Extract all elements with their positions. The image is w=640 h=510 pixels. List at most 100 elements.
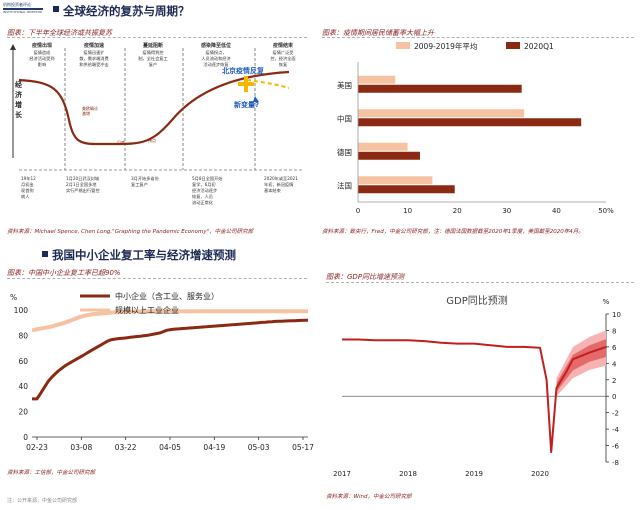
panel3-subtitle: 图表：中国中小企业复工率已超90%: [7, 269, 121, 277]
bar: [358, 142, 408, 151]
category-label: 中国: [337, 113, 352, 123]
y-tick-label: 6: [612, 344, 617, 352]
section-marker: [42, 251, 48, 257]
y-tick-label: 0: [612, 393, 616, 401]
stage-1: 疫情出现 疫情造成 经济活动受到 影响: [19, 43, 65, 68]
stage-desc: 疫情造成 经济活动受到 影响: [29, 50, 55, 67]
legend-label: 2020Q1: [524, 42, 554, 51]
y-tick-label: 20: [18, 408, 28, 417]
x-tick-label: 04-05: [159, 443, 181, 452]
stage-5: 疫情结束 疫情广泛受 控，经济全面 恢复: [257, 43, 309, 68]
bar: [358, 118, 582, 127]
logo-bar: [3, 8, 43, 10]
panel3-source: 资料来源：工信部，中金公司研究部: [7, 470, 96, 476]
y-tick-label: 0: [23, 433, 28, 442]
bar: [358, 185, 455, 194]
stage-3: 蔓延阻断 疫情得到控 制，全社会复工 复产: [127, 43, 179, 68]
stage-desc: 疫情广泛受 控，经济全面 恢复: [270, 50, 296, 67]
annot-beijing: 北京疫情反复: [222, 67, 264, 75]
event-3: 3月开始多省份 复工复产: [131, 176, 159, 187]
x-tick-label: 20: [453, 207, 462, 215]
footer: 注：公开来源，中金公司研究部: [7, 498, 78, 504]
forecast-band-inner: [556, 339, 606, 392]
legend-label: 规模以上工业企业: [115, 305, 179, 315]
x-tick-label: 05-17: [292, 443, 314, 452]
legend-swatch: [396, 42, 410, 49]
x-tick-label: 03-22: [115, 443, 137, 452]
x-tick-label: 30: [502, 207, 511, 215]
annot-surge: 美欧确诊 激增: [82, 106, 98, 116]
annot-new-variable: 新变量?: [234, 101, 260, 109]
x-tick-label: 2017: [333, 470, 351, 478]
cross-icon: [238, 76, 254, 92]
x-tick-label: 0: [356, 207, 360, 215]
event-5: 2020年或至2021 年初，新冠疫情 基本结束: [264, 176, 298, 193]
y-tick-label: -4: [612, 426, 620, 434]
divider: [322, 37, 634, 38]
series-line: [31, 309, 308, 333]
category-label: 法国: [337, 180, 352, 190]
y-unit-label: %: [603, 298, 610, 306]
bar: [358, 109, 525, 118]
divider: [326, 282, 634, 283]
legend-swatch: [506, 42, 520, 49]
logo-line2: INSTITUTIONAL INVESTOR: [3, 10, 43, 14]
panel1-diagram: [7, 40, 309, 220]
stage-desc: 疫情迅速扩 散，需求端消费 和供给端受冲击: [79, 50, 109, 67]
category-label: 美国: [337, 80, 352, 90]
x-tick-label: 03-08: [70, 443, 92, 452]
logo-line1: 机构投资者评论: [3, 2, 31, 7]
stage-2: 疫情加速 疫情迅速扩 散，需求端消费 和供给端受冲击: [68, 43, 120, 68]
bar: [358, 84, 522, 93]
y-tick-label: 2: [612, 377, 616, 385]
x-tick-label: 2018: [399, 470, 417, 478]
y-tick-label: 4: [612, 360, 617, 368]
annot-turning: 拐点: [148, 138, 156, 143]
x-tick-label: 02-23: [26, 443, 48, 452]
stage-title: 疫情结束: [272, 43, 293, 49]
event-2: 1月20日武汉封城 2月1日全国多地 实行严格出行管控: [66, 176, 100, 193]
y-tick-label: 80: [18, 331, 28, 340]
legend-label: 2009-2019年平均: [414, 41, 477, 51]
y-tick-label: 100: [14, 306, 29, 315]
x-tick-label: 50%: [598, 207, 614, 215]
y-tick-label: -8: [612, 459, 619, 467]
cycle-curve: [18, 70, 290, 146]
bar: [358, 75, 396, 84]
y-axis-label: 经济增长: [15, 81, 22, 119]
stage-title: 感染降至低位: [200, 43, 231, 49]
x-tick-label: 05-03: [248, 443, 270, 452]
category-label: 德国: [337, 147, 352, 157]
x-tick-label: 10: [403, 207, 412, 215]
x-tick-label: 04-19: [203, 443, 225, 452]
stage-desc: 疫情拐点， 人员流动和经济 活动逐步恢复: [201, 50, 231, 67]
bar: [358, 176, 433, 185]
divider: [7, 278, 307, 279]
gdp-line: [342, 338, 607, 454]
y-tick-label: -2: [612, 410, 619, 418]
section-marker: [53, 6, 59, 12]
event-1: 19年12 月初出 现首例 病人: [21, 176, 36, 199]
y-tick-label: 40: [18, 382, 28, 391]
y-tick-label: 8: [612, 327, 616, 335]
annot-bottom: 见底: [117, 140, 125, 145]
x-tick-label: 2019: [465, 470, 483, 478]
section-title-top: 全球经济的复苏与周期？: [63, 4, 190, 18]
stage-desc: 疫情得到控 制，全社会复工 复产: [138, 50, 168, 67]
gdp-forecast-chart: GDP同比预测 % -8 -6 -4 -2 0 2 4 6 8 10 2017 2018 2019 2020: [333, 294, 621, 478]
panel4-subtitle: 图表：GDP同比增速预测: [326, 273, 405, 281]
stage-title: 疫情出现: [31, 43, 52, 49]
y-unit-label: %: [10, 293, 17, 302]
panel2-subtitle: 图表：疫情期间居民储蓄率大幅上升: [322, 29, 434, 37]
stage-title: 蔓延阻断: [142, 43, 163, 49]
series-line: [32, 318, 309, 401]
x-tick-label: 40: [552, 207, 561, 215]
panel2-source: 资料来源：致央行，Fred，中金公司研究部，注：德国法国数据截至2020年1季度…: [322, 229, 584, 235]
stage-4: 感染降至低位 疫情拐点， 人员流动和经济 活动逐步恢复: [185, 43, 247, 68]
x-tick-label: 2020: [531, 470, 549, 478]
chart-title: GDP同比预测: [446, 294, 507, 307]
stage-title: 疫情加速: [83, 43, 104, 49]
y-tick-label: -6: [612, 443, 620, 451]
y-tick-label: 60: [18, 357, 28, 366]
